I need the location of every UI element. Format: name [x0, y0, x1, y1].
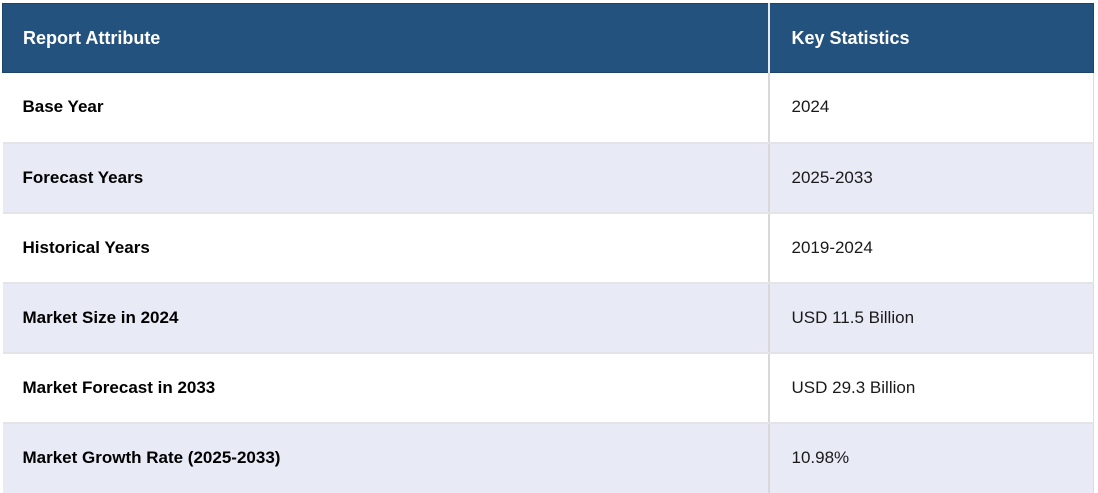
table-row-historical-years: Historical Years 2019-2024: [2, 212, 1094, 284]
value-cell: 10.98%: [768, 422, 1094, 493]
value-cell: USD 11.5 Billion: [768, 282, 1094, 354]
header-row: Report Attribute Key Statistics: [2, 3, 1094, 73]
table-header: Report Attribute Key Statistics: [2, 3, 1094, 73]
value-cell: USD 29.3 Billion: [768, 352, 1094, 424]
attribute-cell: Forecast Years: [2, 142, 770, 214]
attribute-cell: Market Growth Rate (2025-2033): [2, 422, 770, 493]
attribute-cell: Market Forecast in 2033: [2, 352, 770, 424]
value-cell: 2024: [768, 72, 1094, 144]
value-cell: 2019-2024: [768, 212, 1094, 284]
table-row-market-forecast: Market Forecast in 2033 USD 29.3 Billion: [2, 352, 1094, 424]
table-row-market-size: Market Size in 2024 USD 11.5 Billion: [2, 282, 1094, 354]
table-row-market-growth-rate: Market Growth Rate (2025-2033) 10.98%: [2, 422, 1094, 493]
table-body: Base Year 2024 Forecast Years 2025-2033 …: [2, 72, 1094, 493]
report-summary-table: Report Attribute Key Statistics Base Yea…: [2, 3, 1094, 493]
value-cell: 2025-2033: [768, 142, 1094, 214]
attribute-cell: Market Size in 2024: [2, 282, 770, 354]
table-row-forecast-years: Forecast Years 2025-2033: [2, 142, 1094, 214]
attribute-cell: Base Year: [2, 72, 770, 144]
table-row-base-year: Base Year 2024: [2, 72, 1094, 144]
column-header-key-statistics: Key Statistics: [767, 3, 1094, 73]
attribute-cell: Historical Years: [2, 212, 770, 284]
column-header-report-attribute: Report Attribute: [2, 3, 769, 73]
